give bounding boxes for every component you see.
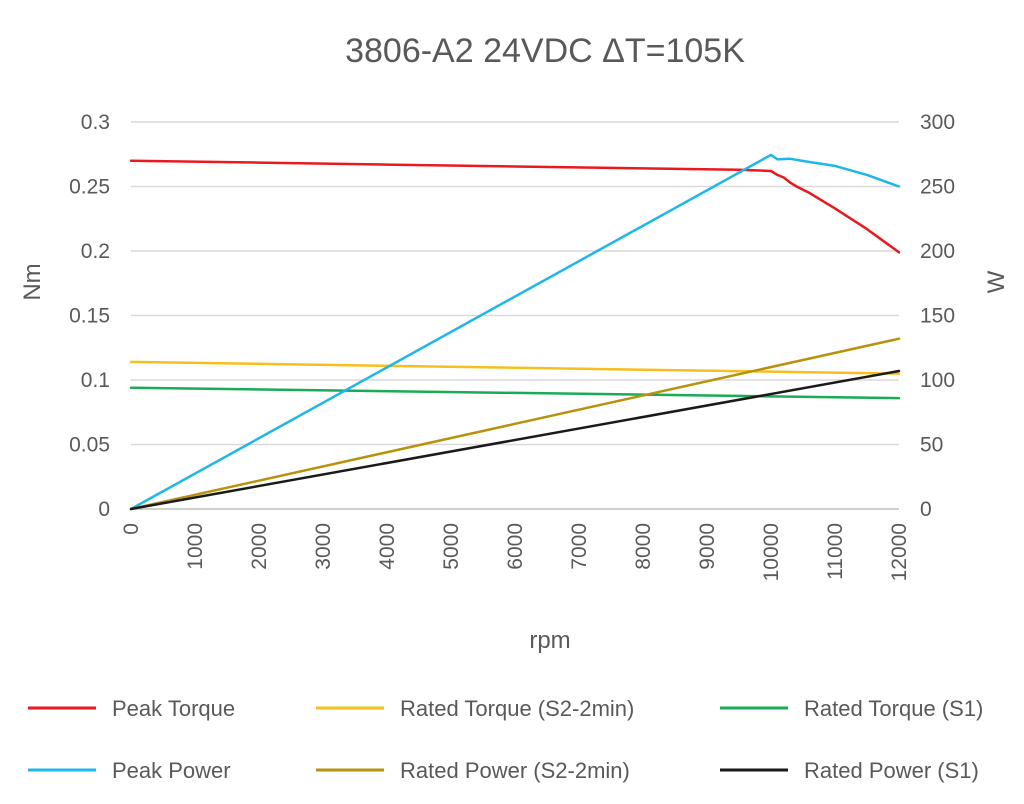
- legend-item: Rated Power (S2-2min): [316, 758, 630, 783]
- legend-item: Peak Power: [28, 758, 231, 783]
- series-line: [129, 386, 901, 400]
- y-tick-label: 0.05: [69, 434, 110, 457]
- y2-tick-label: 100: [920, 369, 955, 392]
- y-axis-ticks: 0 0.05 0.1 0.15 0.2 0.25 0.3: [69, 111, 110, 521]
- y-tick-label: 0.25: [69, 176, 110, 199]
- legend-label: Rated Torque (S2-2min): [400, 696, 634, 721]
- x-tick-label: 12000: [888, 523, 911, 581]
- x-tick-label: 1000: [184, 523, 207, 570]
- legend-item: Peak Torque: [28, 696, 235, 721]
- y-tick-label: 0.15: [69, 305, 110, 328]
- y2-tick-label: 50: [920, 434, 943, 457]
- x-tick-label: 4000: [376, 523, 399, 570]
- x-tick-label: 5000: [440, 523, 463, 570]
- legend-label: Rated Torque (S1): [804, 696, 983, 721]
- y2-axis-ticks: 0 50 100 150 200 250 300: [920, 111, 955, 521]
- x-tick-label: 6000: [504, 523, 527, 570]
- x-tick-label: 8000: [632, 523, 655, 570]
- grid-lines: [131, 121, 899, 510]
- x-tick-label: 9000: [696, 523, 719, 570]
- legend-label: Peak Torque: [112, 696, 235, 721]
- chart-title: 3806-A2 24VDC ΔT=105K: [345, 32, 745, 70]
- legend-item: Rated Power (S1): [720, 758, 979, 783]
- series-line: [129, 337, 901, 511]
- y2-tick-label: 250: [920, 176, 955, 199]
- x-tick-label: 3000: [312, 523, 335, 570]
- plot-area: [129, 153, 901, 511]
- y2-tick-label: 150: [920, 305, 955, 328]
- x-tick-label: 10000: [760, 523, 783, 581]
- y2-tick-label: 0: [920, 498, 932, 521]
- y-tick-label: 0.1: [81, 369, 110, 392]
- legend-label: Rated Power (S1): [804, 758, 979, 783]
- legend-label: Rated Power (S2-2min): [400, 758, 630, 783]
- legend-item: Rated Torque (S1): [720, 696, 983, 721]
- y2-tick-label: 200: [920, 240, 955, 263]
- y-tick-label: 0: [98, 498, 110, 521]
- series-line: [129, 360, 901, 375]
- x-tick-label: 0: [120, 523, 143, 535]
- legend-label: Peak Power: [112, 758, 231, 783]
- y2-tick-label: 300: [920, 111, 955, 134]
- x-tick-label: 2000: [248, 523, 271, 570]
- y-axis-title: Nm: [19, 263, 46, 300]
- x-tick-label: 7000: [568, 523, 591, 570]
- series-line: [129, 369, 901, 511]
- legend-item: Rated Torque (S2-2min): [316, 696, 634, 721]
- x-axis-ticks: 0 1000 2000 3000 4000 5000 6000 7000 8000 9000 100…: [120, 523, 911, 581]
- series-line: [129, 159, 901, 254]
- x-axis-title: rpm: [529, 627, 570, 654]
- y2-axis-title: W: [983, 270, 1010, 293]
- legend: Peak Torque Rated Torque (S2-2min) Rated T…: [28, 696, 983, 783]
- x-tick-label: 11000: [824, 523, 847, 580]
- series-line: [129, 153, 901, 511]
- y-tick-label: 0.2: [81, 240, 110, 263]
- y-tick-label: 0.3: [81, 111, 110, 134]
